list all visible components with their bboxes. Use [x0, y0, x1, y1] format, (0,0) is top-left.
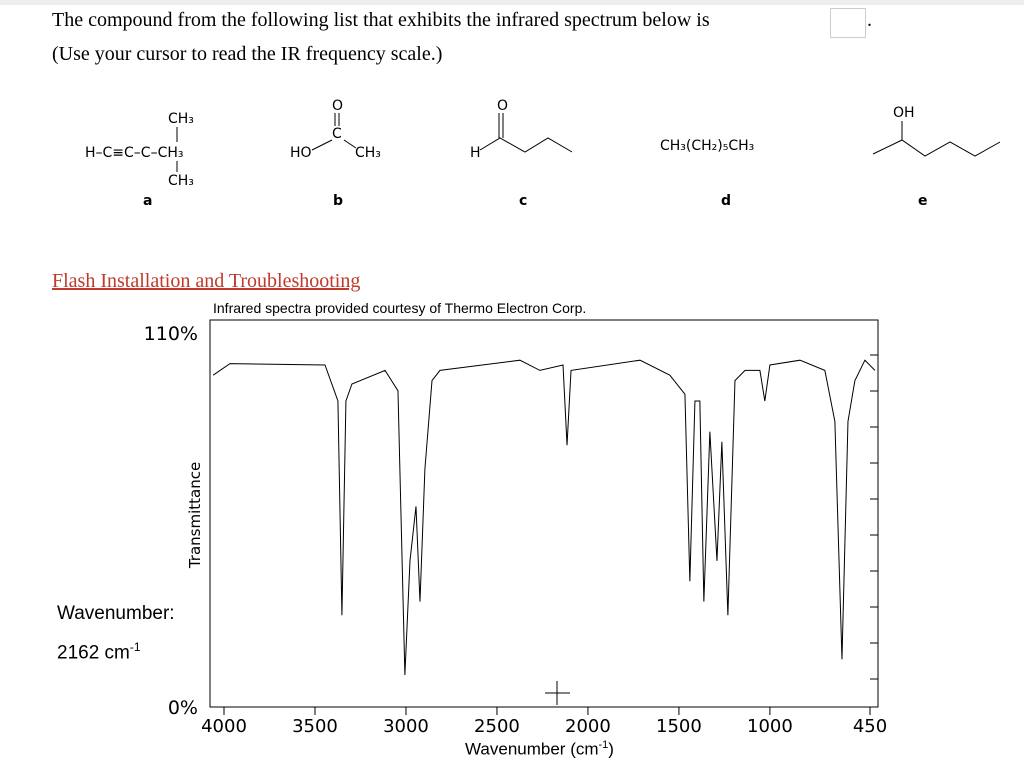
letter: e — [918, 193, 928, 209]
bond — [872, 121, 1001, 157]
top-bar — [0, 0, 1024, 5]
x-tick-label: 2000 — [565, 716, 611, 737]
readout-value: 2162 cm-1 — [57, 640, 141, 664]
x-tick-label: 3500 — [292, 716, 338, 737]
formula: O — [332, 98, 343, 114]
x-tick-label: 1500 — [656, 716, 702, 737]
period: . — [867, 9, 872, 31]
y-tick-label: 0% — [168, 697, 198, 719]
help-link[interactable]: Flash Installation and Troubleshooting — [52, 270, 361, 292]
formula: CH₃ — [168, 111, 194, 127]
bond — [479, 113, 573, 153]
x-tick-label: 2500 — [474, 716, 520, 737]
x-tick-label: 3000 — [383, 716, 429, 737]
question-line: The compound from the following list tha… — [52, 9, 710, 31]
formula: CH₃(CH₂)₅CH₃ — [660, 138, 754, 154]
readout-number: 2162 cm — [57, 642, 130, 664]
letter: c — [519, 193, 527, 209]
letter: a — [143, 193, 152, 209]
plot-frame — [209, 319, 879, 708]
spectrum-line — [212, 359, 876, 676]
crosshair — [545, 681, 570, 705]
formula: C — [332, 126, 342, 142]
formula: CH₃ — [168, 173, 194, 189]
x-tick-label: 1000 — [747, 716, 793, 737]
formula: HO — [290, 145, 312, 161]
x-label-exponent: -1 — [598, 739, 609, 751]
answer-box[interactable] — [830, 8, 866, 38]
letter: b — [333, 193, 343, 209]
x-label-end: ) — [608, 739, 614, 759]
question-note: (Use your cursor to read the IR frequenc… — [52, 43, 443, 65]
x-tick-label: 4000 — [201, 716, 247, 737]
readout-exponent: -1 — [129, 640, 141, 654]
y-tick-label: 110% — [144, 323, 198, 345]
formula: H–C≡C–C–CH₃ — [85, 145, 184, 161]
formula: CH₃ — [355, 145, 381, 161]
x-label-text: Wavenumber (cm — [465, 739, 599, 759]
readout-label: Wavenumber: — [57, 603, 175, 624]
x-axis-label: Wavenumber (cm-1) — [465, 739, 614, 760]
formula: O — [497, 98, 508, 114]
letter: d — [721, 193, 731, 209]
structures: CH₃ H–C≡C–C–CH₃ CH₃ a O C HO CH₃ b O H c… — [85, 98, 1001, 209]
y-axis-label: Transmittance — [186, 462, 204, 569]
x-tick-label: 450 — [853, 716, 887, 737]
formula: OH — [893, 105, 915, 121]
credit: Infrared spectra provided courtesy of Th… — [213, 300, 587, 316]
bond — [311, 113, 357, 151]
formula: H — [470, 145, 481, 161]
